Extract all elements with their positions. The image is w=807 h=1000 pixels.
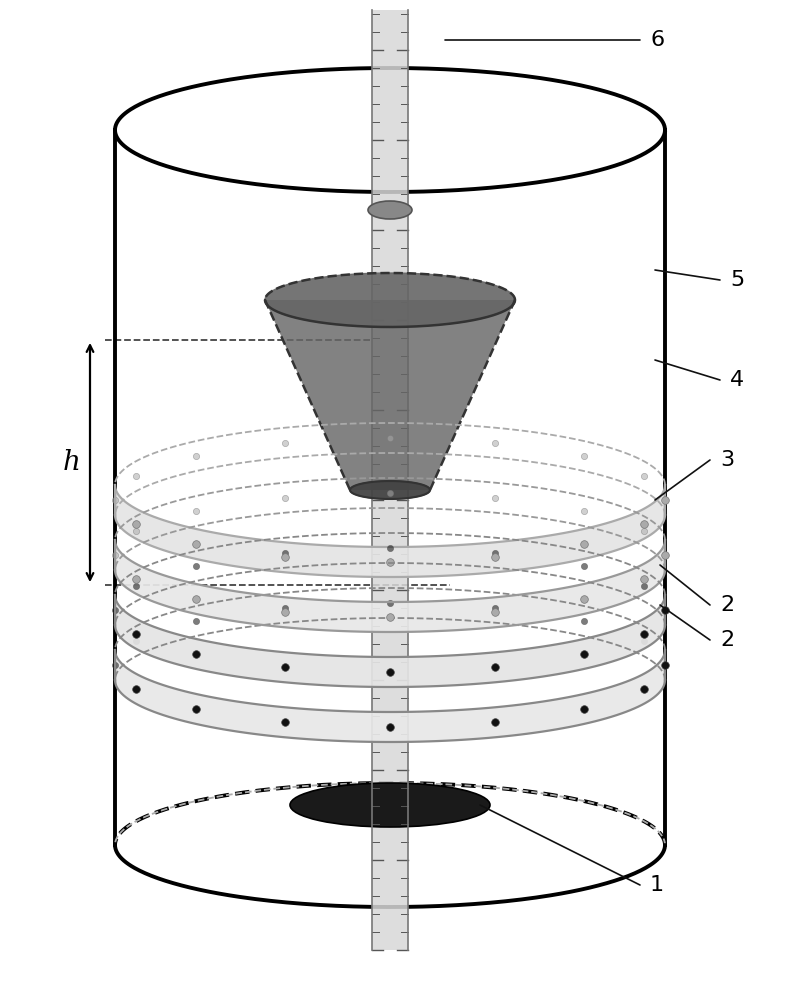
- Bar: [372, 10, 408, 950]
- Text: 2: 2: [720, 630, 734, 650]
- Polygon shape: [115, 540, 665, 632]
- Text: 1: 1: [650, 875, 664, 895]
- Text: 6: 6: [650, 30, 664, 50]
- Polygon shape: [115, 485, 665, 577]
- Text: 2: 2: [720, 595, 734, 615]
- Text: 3: 3: [720, 450, 734, 470]
- Text: h: h: [63, 449, 81, 476]
- Polygon shape: [115, 650, 665, 742]
- Polygon shape: [350, 481, 430, 499]
- Ellipse shape: [290, 783, 490, 827]
- Text: 4: 4: [730, 370, 744, 390]
- Polygon shape: [265, 300, 515, 490]
- Ellipse shape: [368, 201, 412, 219]
- Text: 5: 5: [730, 270, 744, 290]
- Polygon shape: [265, 273, 515, 327]
- Polygon shape: [115, 595, 665, 687]
